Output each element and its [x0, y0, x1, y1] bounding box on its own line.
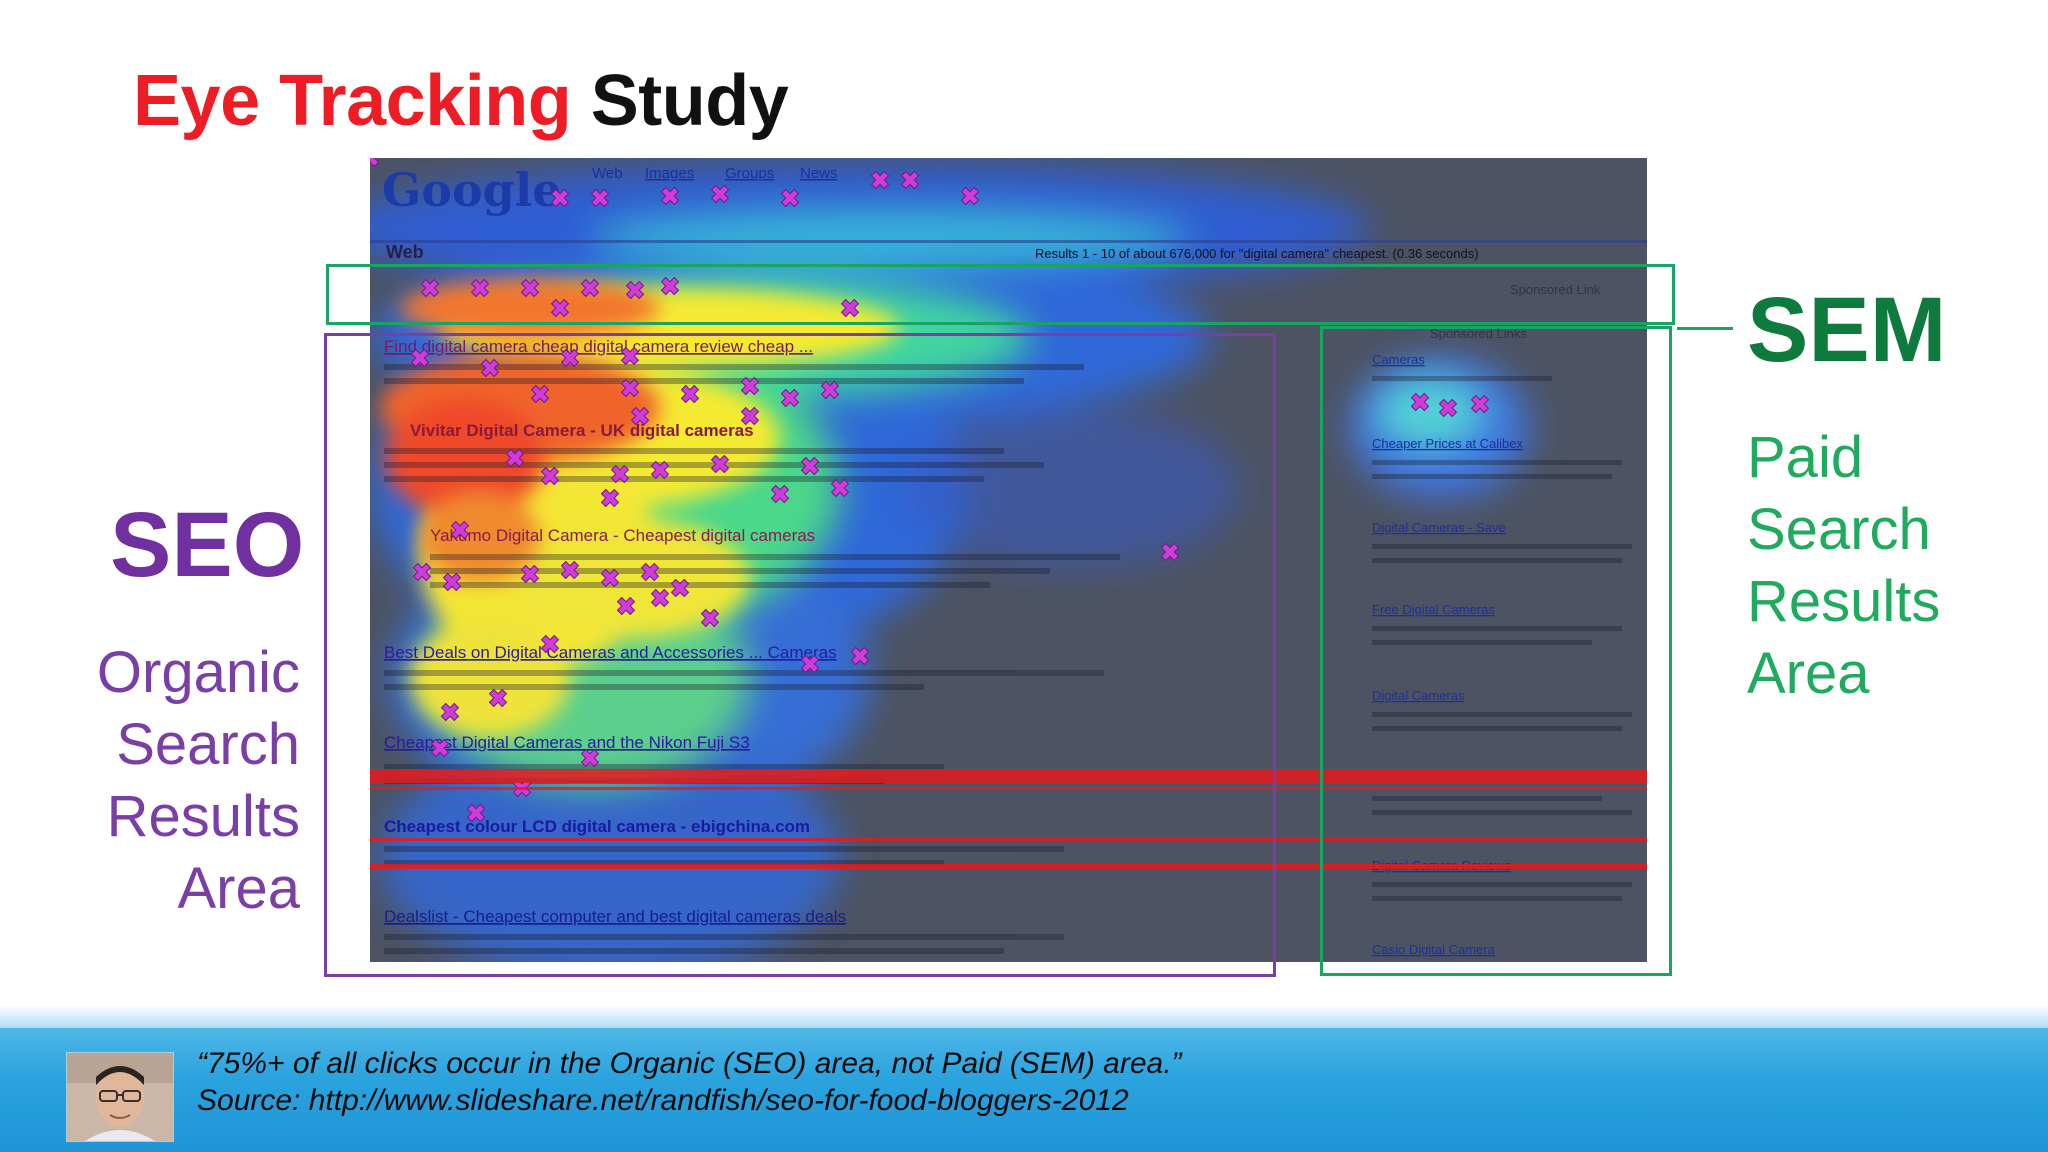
sponsored-links-label: Sponsored Links	[1430, 326, 1527, 341]
paid-result-7: Casio Digital Camera	[1372, 942, 1496, 957]
organic-result-7: Dealslist - Cheapest computer and best d…	[384, 907, 846, 926]
sem-side-region-box	[1320, 326, 1672, 976]
title-eye-tracking: Eye Tracking	[133, 61, 572, 141]
paid-result-1: Cameras	[1372, 352, 1425, 367]
organic-result-5: Cheapest Digital Cameras and the Nikon F…	[384, 733, 750, 752]
organic-result-4: Best Deals on Digital Cameras and Access…	[384, 643, 837, 662]
nav-web: Web	[592, 165, 623, 182]
nav-images: Images	[645, 165, 694, 182]
sem-subtitle: Paid Search Results Area	[1747, 422, 1940, 710]
seo-subtitle-line: Results	[106, 784, 300, 849]
avatar-portrait-icon	[67, 1053, 173, 1141]
fold-lines	[370, 769, 1647, 869]
section-web: Web	[386, 242, 424, 262]
google-logo-text: Google	[382, 163, 562, 217]
nav-groups: Groups	[725, 165, 774, 182]
seo-region-box	[324, 333, 1276, 977]
seo-heading: SEO	[110, 494, 305, 596]
sem-subtitle-line: Area	[1747, 641, 1870, 706]
sem-subtitle-line: Results	[1747, 569, 1941, 634]
results-summary: Results 1 - 10 of about 676,000 for "dig…	[1035, 246, 1479, 261]
footer-quote: “75%+ of all clicks occur in the Organic…	[197, 1047, 1182, 1080]
slide-title: Eye Tracking Study	[133, 60, 789, 142]
footer-quote-block: “75%+ of all clicks occur in the Organic…	[197, 1045, 1182, 1119]
sem-connector-line	[1677, 327, 1733, 330]
paid-result-5: Digital Cameras	[1372, 688, 1465, 703]
paid-result-2: Cheaper Prices at Calibex	[1372, 436, 1524, 451]
heat-red-layer	[380, 278, 660, 583]
sem-subtitle-line: Paid	[1747, 425, 1864, 490]
organic-result-3: Yakumo Digital Camera - Cheapest digital…	[430, 526, 815, 545]
sem-top-region-box	[326, 264, 1675, 325]
seo-subtitle-line: Search	[116, 712, 300, 777]
title-study: Study	[590, 61, 789, 141]
seo-subtitle: Organic Search Results Area	[60, 637, 300, 925]
sponsored-link-label: Sponsored Link	[1510, 282, 1601, 297]
screenshot-text: Google Web Images Groups News Web Result…	[370, 163, 1647, 957]
click-markers	[370, 158, 1494, 827]
seo-subtitle-line: Organic	[96, 640, 300, 705]
nav-news: News	[800, 165, 838, 182]
footer-source: Source: http://www.slideshare.net/randfi…	[197, 1084, 1129, 1117]
organic-result-6: Cheapest colour LCD digital camera - ebi…	[384, 817, 810, 836]
avatar	[66, 1052, 174, 1142]
paid-result-4: Free Digital Cameras	[1372, 602, 1495, 617]
footer-band	[0, 1028, 2048, 1152]
seo-subtitle-line: Area	[177, 856, 300, 921]
sem-heading: SEM	[1747, 279, 1947, 381]
organic-result-1: Find digital camera cheap digital camera…	[384, 337, 813, 356]
organic-result-2: Vivitar Digital Camera - UK digital came…	[410, 421, 754, 440]
eye-tracking-heatmap: Google Web Images Groups News Web Result…	[370, 158, 1647, 962]
heatmap-graphic: Google Web Images Groups News Web Result…	[370, 158, 1647, 962]
paid-result-3: Digital Cameras - Save	[1372, 520, 1506, 535]
sem-subtitle-line: Search	[1747, 497, 1931, 562]
